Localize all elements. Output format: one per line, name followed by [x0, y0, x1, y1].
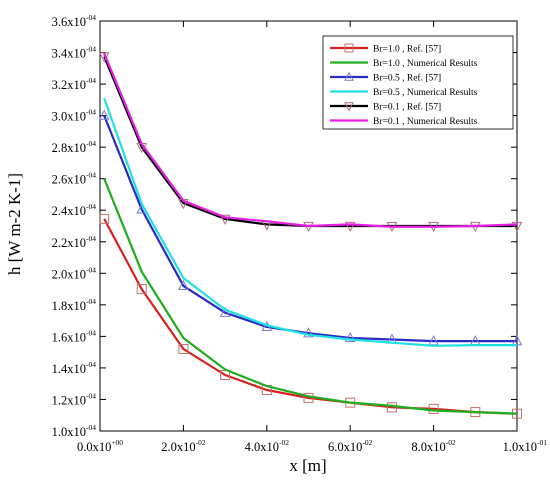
y-tick-label: 2.4x10-04: [52, 202, 97, 218]
legend-marker: [344, 43, 354, 53]
data-point: [511, 221, 523, 233]
data-point: [219, 214, 231, 225]
x-axis-ticks: 0.0x10+00 2.0x10-02 4.0x10-02 6.0x10-02 8.0x…: [77, 21, 547, 454]
y-tick-label: 3.0x10-04: [52, 108, 97, 124]
data-point: [303, 327, 314, 338]
y-axis-title: h [W m-2 K-1]: [5, 173, 24, 275]
series-line: [103, 97, 517, 347]
y-tick-label: 3.6x10-04: [52, 13, 97, 29]
y-tick-label: 2.0x10-04: [52, 265, 97, 281]
series-6: [103, 52, 518, 228]
x-axis-title: x [m]: [289, 456, 326, 475]
x-tick-label: 0.0x10+00: [77, 438, 123, 454]
legend-label: Br=0.5 , Ref. [57]: [373, 73, 441, 84]
x-tick-label: 2.0x10-02: [161, 438, 206, 454]
series-layer: [98, 52, 523, 419]
y-tick-label: 1.4x10-04: [52, 360, 97, 376]
legend-label: Br=0.1 , Ref. [57]: [373, 102, 441, 113]
y-tick-label: 2.6x10-04: [52, 171, 97, 187]
legend: Br=1.0 , Ref. [57] Br=1.0 , Numerical Res…: [322, 35, 514, 130]
data-point: [98, 109, 110, 120]
data-point: [99, 213, 110, 224]
legend-marker: [344, 102, 354, 112]
data-point: [178, 279, 189, 291]
data-point: [344, 331, 356, 343]
x-tick-label: 8.0x10-02: [411, 438, 456, 454]
y-tick-label: 1.8x10-04: [52, 297, 97, 313]
legend-marker: [344, 71, 354, 81]
series-line: [103, 178, 518, 415]
y-tick-label: 1.2x10-04: [52, 391, 97, 407]
legend-label: Br=0.5 , Numerical Results: [373, 88, 478, 98]
legend-box: [322, 35, 514, 130]
y-tick-label: 3.2x10-04: [52, 76, 97, 92]
y-tick-label: 2.8x10-04: [52, 139, 97, 155]
y-tick-label: 1.6x10-04: [52, 328, 97, 344]
legend-label: Br=1.0 , Ref. [57]: [373, 44, 441, 55]
legend-label: Br=1.0 , Numerical Results: [373, 59, 478, 69]
data-point: [344, 221, 356, 233]
legend-label: Br=0.1 , Numerical Results: [373, 117, 478, 127]
x-tick-label: 6.0x10-02: [328, 438, 373, 454]
data-point: [219, 306, 231, 317]
x-tick-label: 1.0x10-01: [503, 438, 548, 454]
y-tick-label: 1.0x10-04: [52, 423, 97, 439]
series-line: [103, 52, 518, 228]
series-4: [103, 97, 517, 347]
series-1: [99, 213, 522, 419]
y-tick-label: 2.2x10-04: [52, 234, 97, 250]
series-line: [103, 115, 517, 343]
y-tick-label: 3.4x10-04: [52, 45, 97, 61]
y-axis-ticks: 1.0x10-04 1.2x10-04 1.4x10-04 1.6x10-04 1.8x…: [52, 13, 517, 439]
data-point: [178, 344, 189, 354]
data-point: [136, 284, 147, 295]
x-tick-label: 4.0x10-02: [245, 438, 290, 454]
series-2: [103, 178, 518, 415]
